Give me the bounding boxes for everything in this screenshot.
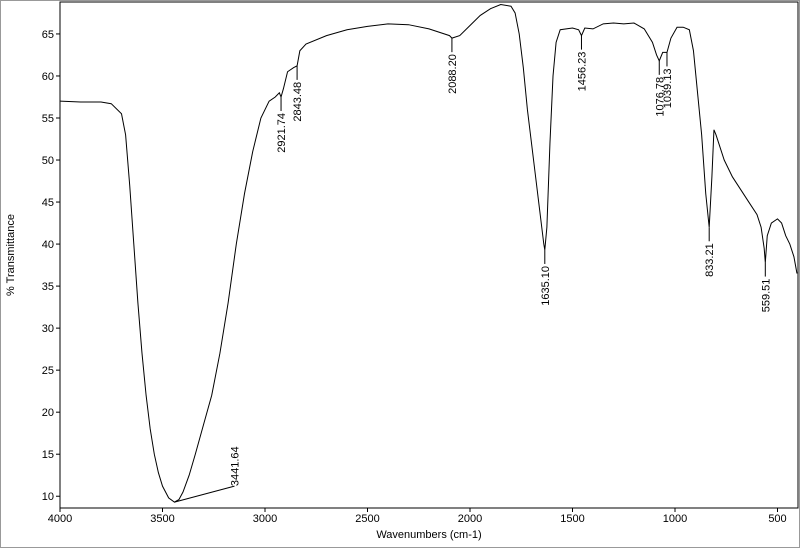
- x-tick-label: 1500: [560, 513, 584, 525]
- x-tick-label: 500: [768, 513, 786, 525]
- annotation-label: 2921.74: [276, 113, 288, 153]
- x-tick-label: 3000: [253, 513, 277, 525]
- annotation-label: 1456.23: [576, 52, 588, 92]
- y-tick-label: 20: [42, 407, 54, 419]
- y-tick-label: 50: [42, 155, 54, 167]
- x-tick-label: 3500: [150, 513, 174, 525]
- annotation-leader: [174, 485, 235, 503]
- annotation-label: 2088.20: [447, 54, 459, 94]
- x-tick-label: 2000: [458, 513, 482, 525]
- y-tick-label: 55: [42, 113, 54, 125]
- annotation-label: 1076.78: [654, 77, 666, 117]
- x-tick-label: 2500: [355, 513, 379, 525]
- annotation-label: 3441.64: [229, 446, 241, 486]
- x-axis-label: Wavenumbers (cm-1): [376, 529, 481, 541]
- y-tick-label: 30: [42, 323, 54, 335]
- plot-area: [59, 1, 799, 509]
- spectrum-line: [59, 4, 798, 503]
- y-tick-label: 60: [42, 71, 54, 83]
- y-tick-label: 35: [42, 281, 54, 293]
- annotation-label: 1635.10: [540, 266, 552, 306]
- y-tick-label: 45: [42, 197, 54, 209]
- annotation-label: 833.21: [704, 243, 716, 277]
- annotation-label: 559.51: [760, 279, 772, 313]
- x-tick-label: 1000: [663, 513, 687, 525]
- annotation-label: 2843.48: [292, 82, 304, 122]
- y-tick-label: 10: [42, 491, 54, 503]
- annotation-label: 1039.13: [662, 68, 674, 108]
- y-tick-label: 25: [42, 365, 54, 377]
- y-tick-label: 40: [42, 239, 54, 251]
- y-axis-label: % Transmittance: [5, 214, 17, 296]
- y-tick-label: 65: [42, 29, 54, 41]
- x-tick-label: 4000: [48, 513, 72, 525]
- y-tick-label: 15: [42, 449, 54, 461]
